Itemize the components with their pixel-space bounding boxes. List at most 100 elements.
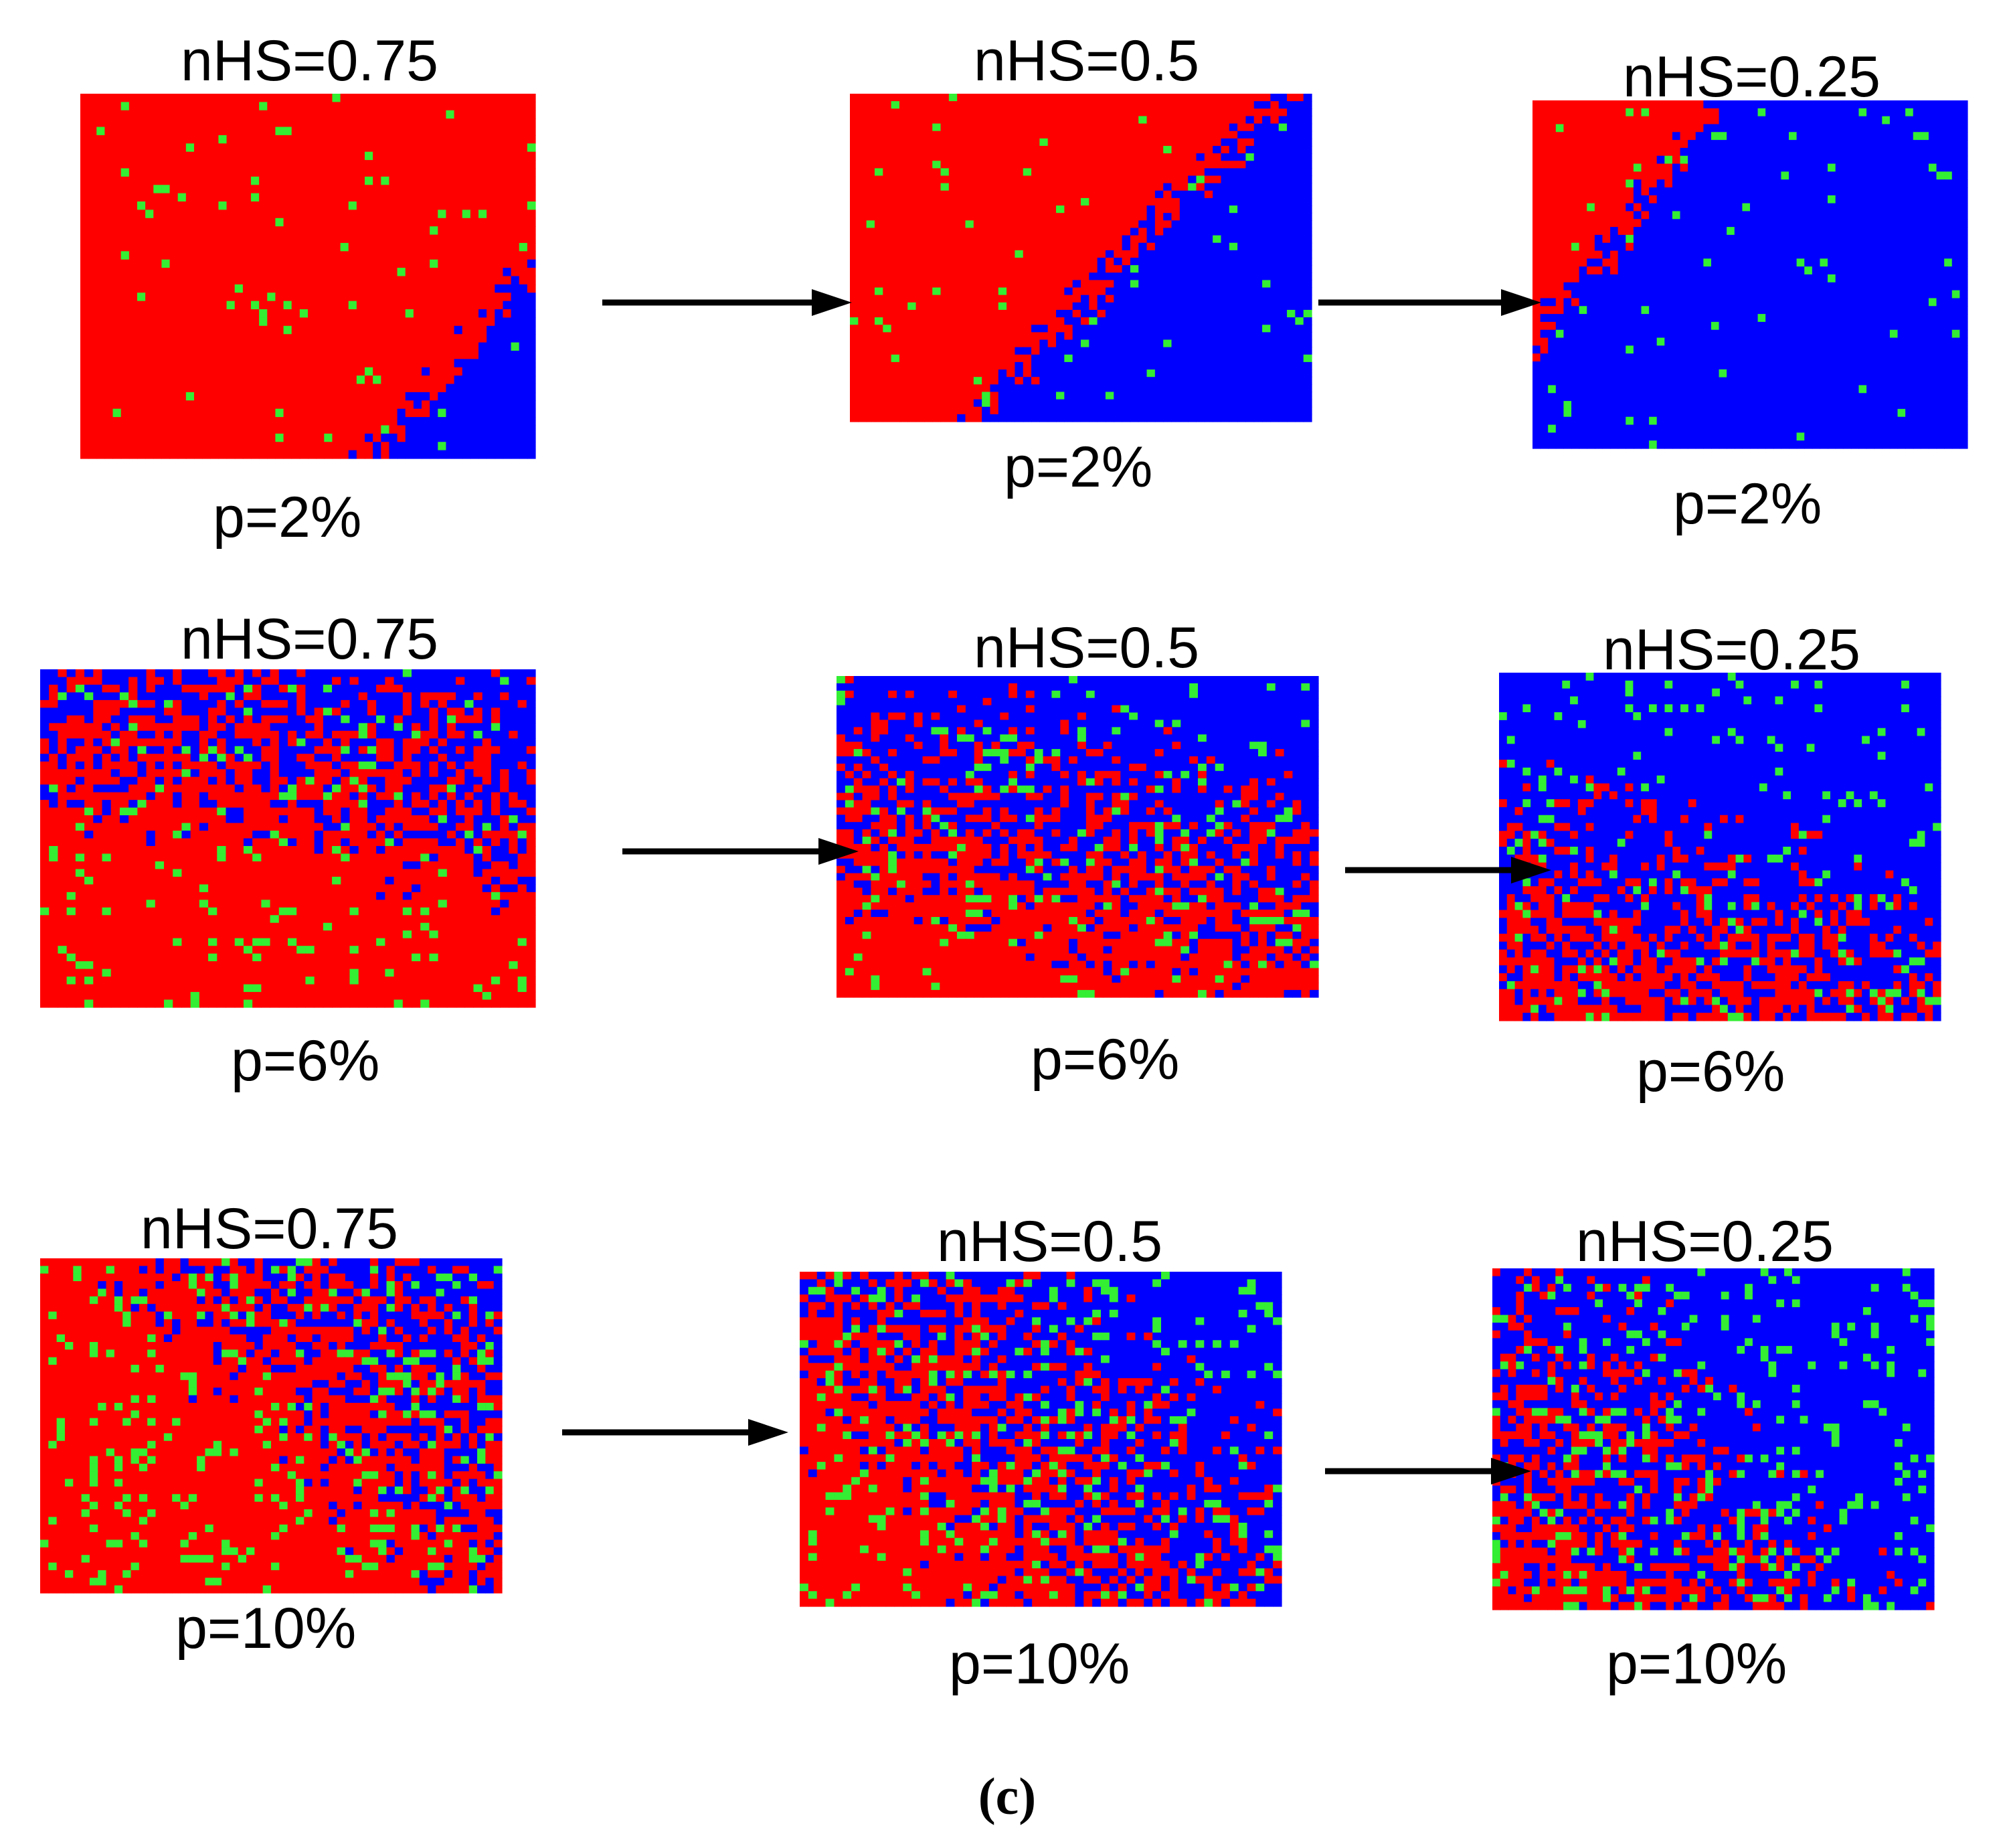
lattice-cell	[88, 251, 97, 260]
lattice-cell	[177, 301, 187, 310]
lattice-cell	[1245, 168, 1255, 177]
lattice-cell	[373, 367, 381, 376]
lattice-cell	[998, 123, 1007, 132]
lattice-cell	[251, 234, 260, 244]
lattice-cell	[251, 201, 260, 211]
lattice-cell	[348, 301, 357, 310]
lattice-cell	[1056, 197, 1065, 206]
lattice-cell	[495, 176, 504, 185]
lattice-cell	[1097, 258, 1106, 266]
lattice-cell	[210, 400, 220, 410]
lattice-cell	[1047, 309, 1057, 318]
lattice-cell	[112, 309, 122, 319]
lattice-cell	[891, 369, 900, 377]
lattice-cell	[858, 108, 867, 117]
lattice-cell	[438, 392, 447, 401]
lattice-cell	[1163, 161, 1172, 169]
lattice-cell	[899, 347, 908, 355]
lattice-cell	[1262, 354, 1271, 363]
lattice-cell	[1295, 287, 1304, 296]
lattice-cell	[1138, 295, 1148, 303]
lattice-cell	[527, 135, 536, 144]
lattice-cell	[1105, 392, 1114, 400]
lattice-cell	[389, 185, 398, 194]
lattice-cell	[210, 135, 220, 144]
lattice-cell	[1031, 197, 1040, 206]
lattice-cell	[234, 143, 244, 153]
lattice-cell	[234, 367, 244, 376]
lattice-cell	[1064, 309, 1073, 318]
lattice-cell	[291, 450, 300, 459]
lattice-cell	[194, 292, 203, 302]
lattice-cell	[1122, 339, 1131, 348]
lattice-cell	[397, 94, 406, 102]
lattice-cell	[104, 168, 114, 177]
lattice-cell	[858, 384, 867, 393]
lattice-cell	[850, 309, 859, 318]
lattice-cell	[1287, 161, 1296, 169]
lattice-cell	[1064, 168, 1073, 177]
lattice-cell	[519, 151, 528, 161]
lattice-cell	[495, 168, 504, 177]
lattice-cell	[120, 342, 130, 351]
lattice-cell	[1122, 190, 1131, 199]
lattice-cell	[356, 309, 365, 319]
lattice-cell	[1179, 384, 1189, 393]
lattice-cell	[1287, 205, 1296, 214]
lattice-cell	[291, 118, 300, 128]
lattice-cell	[503, 259, 512, 268]
lattice-cell	[210, 193, 220, 202]
lattice-cell	[1237, 235, 1247, 244]
lattice-cell	[218, 118, 228, 128]
lattice-cell	[1188, 161, 1197, 169]
lattice-cell	[299, 392, 309, 401]
lattice-cell	[1303, 190, 1312, 199]
lattice-cell	[1064, 108, 1073, 117]
lattice-cell	[1295, 235, 1304, 244]
lattice-cell	[1114, 406, 1123, 415]
lattice-cell	[1015, 414, 1024, 422]
lattice-cell	[1866, 100, 1875, 109]
lattice-cell	[874, 377, 883, 385]
lattice-cell	[226, 251, 236, 260]
lattice-cell	[891, 161, 900, 169]
lattice-cell	[153, 135, 163, 144]
lattice-cell	[998, 205, 1007, 214]
lattice-cell	[234, 375, 244, 385]
lattice-cell	[866, 175, 875, 184]
lattice-cell	[88, 176, 97, 185]
lattice-cell	[1179, 168, 1189, 177]
lattice-cell	[104, 259, 114, 268]
lattice-cell	[259, 118, 268, 128]
lattice-cell	[308, 185, 317, 194]
lattice-cell	[112, 185, 122, 194]
lattice-cell	[120, 201, 130, 211]
lattice-cell	[907, 354, 917, 363]
lattice-cell	[169, 334, 179, 343]
lattice-cell	[251, 450, 260, 459]
lattice-cell	[1229, 161, 1238, 169]
lattice-cell	[96, 425, 106, 434]
lattice-cell	[1237, 131, 1247, 139]
lattice-cell	[1179, 309, 1189, 318]
lattice-cell	[940, 309, 950, 318]
lattice-cell	[1130, 377, 1139, 385]
lattice-cell	[932, 175, 942, 184]
lattice-cell	[891, 309, 900, 318]
lattice-cell	[907, 265, 917, 273]
lattice-cell	[1105, 123, 1114, 132]
lattice-cell	[161, 209, 171, 219]
lattice-cell	[478, 185, 487, 194]
lattice-cell	[446, 268, 455, 277]
lattice-cell	[259, 284, 268, 293]
lattice-cell	[373, 334, 381, 343]
lattice-cell	[866, 205, 875, 214]
lattice-cell	[990, 138, 999, 147]
lattice-cell	[1097, 108, 1106, 117]
lattice-cell	[1146, 108, 1156, 117]
lattice-cell	[982, 272, 991, 281]
lattice-cell	[1262, 161, 1271, 169]
lattice-cell	[120, 400, 130, 410]
lattice-cell	[1229, 235, 1238, 244]
lattice-cell	[1089, 116, 1098, 124]
